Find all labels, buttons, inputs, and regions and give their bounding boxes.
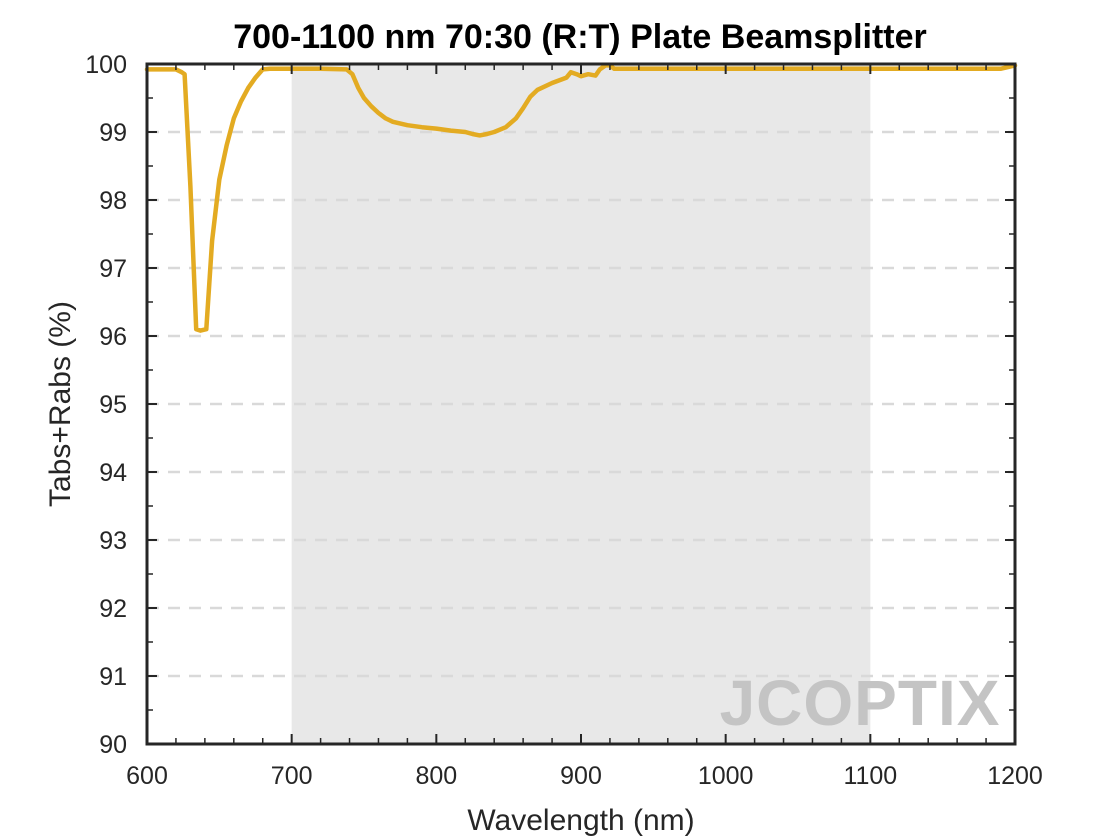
y-tick-label: 100	[85, 51, 127, 79]
x-tick-label: 700	[271, 762, 313, 790]
x-tick-label: 1200	[987, 762, 1043, 790]
y-tick-label: 99	[99, 119, 127, 147]
y-tick-label: 95	[99, 391, 127, 419]
y-tick-label: 91	[99, 663, 127, 691]
y-tick-label: 92	[99, 595, 127, 623]
plot-area: JCOPTIX	[144, 62, 1018, 746]
x-tick-label: 900	[560, 762, 602, 790]
y-tick-label: 96	[99, 323, 127, 351]
x-tick-label: 1100	[843, 762, 897, 790]
y-tick-labels: 90 91 92 93 94 95 96 97 98 99 100	[85, 51, 127, 759]
grid-lines	[147, 130, 1015, 678]
y-tick-label: 93	[99, 527, 127, 555]
y-tick-label: 94	[99, 459, 127, 487]
x-axis-label: Wavelength (nm)	[467, 804, 694, 837]
chart-title: 700-1100 nm 70:30 (R:T) Plate Beamsplitt…	[233, 18, 927, 56]
y-tick-label: 98	[99, 187, 127, 215]
y-tick-label: 90	[99, 731, 127, 759]
y-tick-label: 97	[99, 255, 127, 283]
x-tick-label: 1000	[698, 762, 754, 790]
x-tick-label: 600	[126, 762, 168, 790]
watermark-logo: JCOPTIX	[720, 667, 1001, 739]
x-tick-label: 800	[415, 762, 457, 790]
axis-ticks	[146, 63, 1016, 745]
y-axis-label: Tabs+Rabs (%)	[44, 301, 77, 507]
series-line	[144, 63, 1018, 333]
x-tick-labels: 600 700 800 900 1000 1100 1200	[126, 762, 1043, 790]
